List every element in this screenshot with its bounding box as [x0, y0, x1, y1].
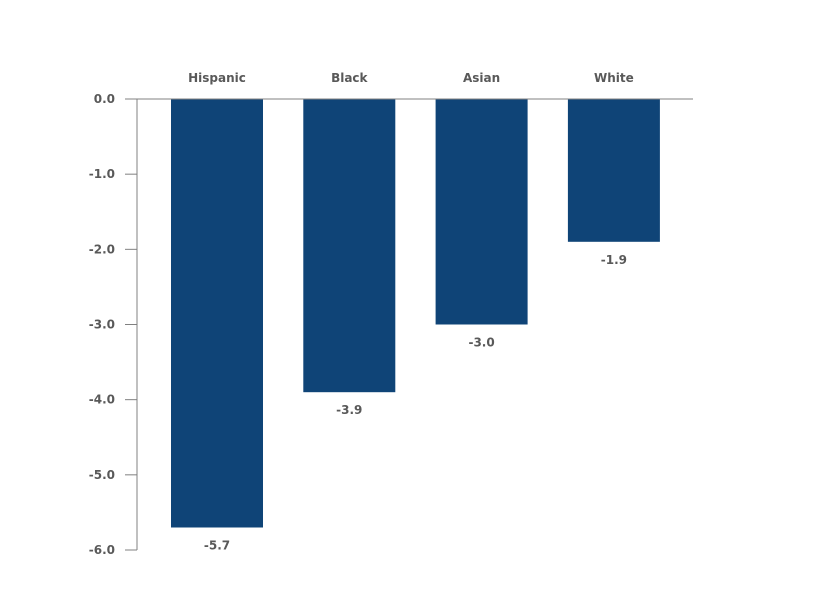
bars-layer: [171, 99, 660, 528]
y-tick-label: 0.0: [94, 92, 115, 106]
category-label-black: Black: [331, 71, 368, 85]
value-label-hispanic: -5.7: [204, 539, 230, 553]
bar-black: [303, 99, 396, 393]
category-label-white: White: [594, 71, 634, 85]
bar-white: [567, 99, 660, 242]
bar-hispanic: [171, 99, 263, 528]
bar-asian: [435, 99, 528, 325]
value-label-asian: -3.0: [468, 336, 494, 350]
axis-layer: [125, 98, 693, 551]
y-tick-label: -2.0: [89, 242, 115, 256]
y-tick-label: -5.0: [89, 468, 115, 482]
value-label-white: -1.9: [601, 253, 627, 267]
value-label-black: -3.9: [336, 403, 362, 417]
category-label-asian: Asian: [463, 71, 500, 85]
y-tick-label: -1.0: [89, 167, 115, 181]
y-tick-label: -4.0: [89, 393, 115, 407]
y-tick-label: -6.0: [89, 543, 115, 557]
category-label-hispanic: Hispanic: [188, 71, 246, 85]
y-tick-label: -3.0: [89, 318, 115, 332]
labels-layer: Hispanic -5.7 Black -3.9 Asian -3.0 White -1.9 0…: [89, 71, 634, 557]
